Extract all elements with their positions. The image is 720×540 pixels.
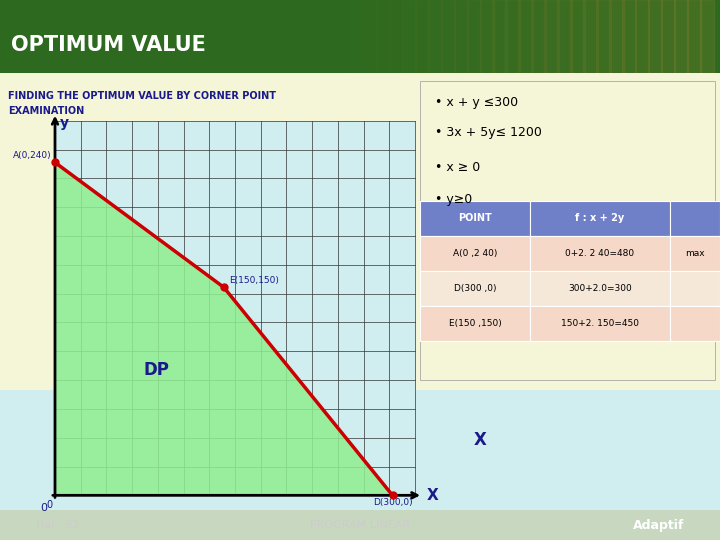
- Text: • x + y ≤300: • x + y ≤300: [435, 96, 518, 109]
- Bar: [420, 306, 530, 341]
- Bar: [389, 0, 403, 73]
- Text: EXAMINATION: EXAMINATION: [8, 106, 84, 116]
- Bar: [467, 0, 481, 73]
- Text: y: y: [60, 116, 69, 130]
- Text: Adaptif: Adaptif: [633, 518, 684, 532]
- Text: E(150 ,150): E(150 ,150): [449, 319, 501, 328]
- Text: DP: DP: [143, 361, 169, 380]
- Bar: [531, 0, 546, 73]
- Bar: [530, 201, 670, 235]
- Bar: [648, 0, 662, 73]
- Bar: [570, 0, 585, 73]
- Bar: [530, 271, 670, 306]
- Bar: [670, 306, 720, 341]
- Text: • y≥0: • y≥0: [435, 193, 472, 206]
- Text: X: X: [474, 431, 487, 449]
- Polygon shape: [55, 163, 392, 495]
- Bar: [670, 271, 720, 306]
- Text: OPTIMUM VALUE: OPTIMUM VALUE: [11, 35, 206, 55]
- Bar: [402, 0, 416, 73]
- Text: 0+2. 2 40=480: 0+2. 2 40=480: [565, 248, 634, 258]
- Text: POINT: POINT: [458, 213, 492, 223]
- Bar: [635, 0, 649, 73]
- Bar: [505, 0, 520, 73]
- Bar: [687, 0, 701, 73]
- Bar: [609, 0, 624, 73]
- Text: 0: 0: [46, 501, 52, 510]
- Bar: [544, 0, 559, 73]
- Bar: [415, 0, 429, 73]
- Text: 300+2.0=300: 300+2.0=300: [568, 284, 632, 293]
- Bar: [420, 271, 530, 306]
- Bar: [661, 0, 675, 73]
- Text: A(0 ,2 40): A(0 ,2 40): [453, 248, 498, 258]
- Bar: [557, 0, 572, 73]
- Bar: [350, 0, 364, 73]
- Bar: [622, 0, 636, 73]
- Bar: [420, 201, 530, 235]
- Text: • x ≥ 0: • x ≥ 0: [435, 161, 480, 174]
- Text: PROGRAM LINEAR: PROGRAM LINEAR: [310, 520, 410, 530]
- Bar: [324, 0, 338, 73]
- Bar: [670, 201, 720, 235]
- Text: 0: 0: [40, 503, 47, 514]
- Text: FINDING THE OPTIMUM VALUE BY CORNER POINT: FINDING THE OPTIMUM VALUE BY CORNER POIN…: [8, 91, 276, 101]
- Bar: [518, 0, 533, 73]
- Text: • 3x + 5y≤ 1200: • 3x + 5y≤ 1200: [435, 126, 542, 139]
- Bar: [480, 0, 494, 73]
- Bar: [454, 0, 468, 73]
- Bar: [583, 0, 598, 73]
- Bar: [492, 0, 507, 73]
- Text: max: max: [685, 248, 705, 258]
- Bar: [420, 81, 715, 381]
- Text: A(0,240): A(0,240): [14, 151, 52, 160]
- Bar: [530, 306, 670, 341]
- Text: f : x + 2y: f : x + 2y: [575, 213, 625, 223]
- Bar: [674, 0, 688, 73]
- Bar: [55, 121, 415, 495]
- Bar: [670, 235, 720, 271]
- Bar: [428, 0, 442, 73]
- Bar: [363, 0, 377, 73]
- Bar: [596, 0, 611, 73]
- Bar: [530, 235, 670, 271]
- Text: X: X: [427, 488, 438, 503]
- Bar: [376, 0, 390, 73]
- Text: Hal.: 32: Hal.: 32: [36, 520, 79, 530]
- Text: E(150,150): E(150,150): [229, 276, 279, 285]
- Bar: [337, 0, 351, 73]
- Bar: [420, 235, 530, 271]
- Text: 150+2. 150=450: 150+2. 150=450: [561, 319, 639, 328]
- Text: D(300 ,0): D(300 ,0): [454, 284, 496, 293]
- Text: D(300,0): D(300,0): [373, 498, 413, 507]
- Bar: [441, 0, 455, 73]
- Bar: [0, 390, 720, 510]
- Bar: [700, 0, 714, 73]
